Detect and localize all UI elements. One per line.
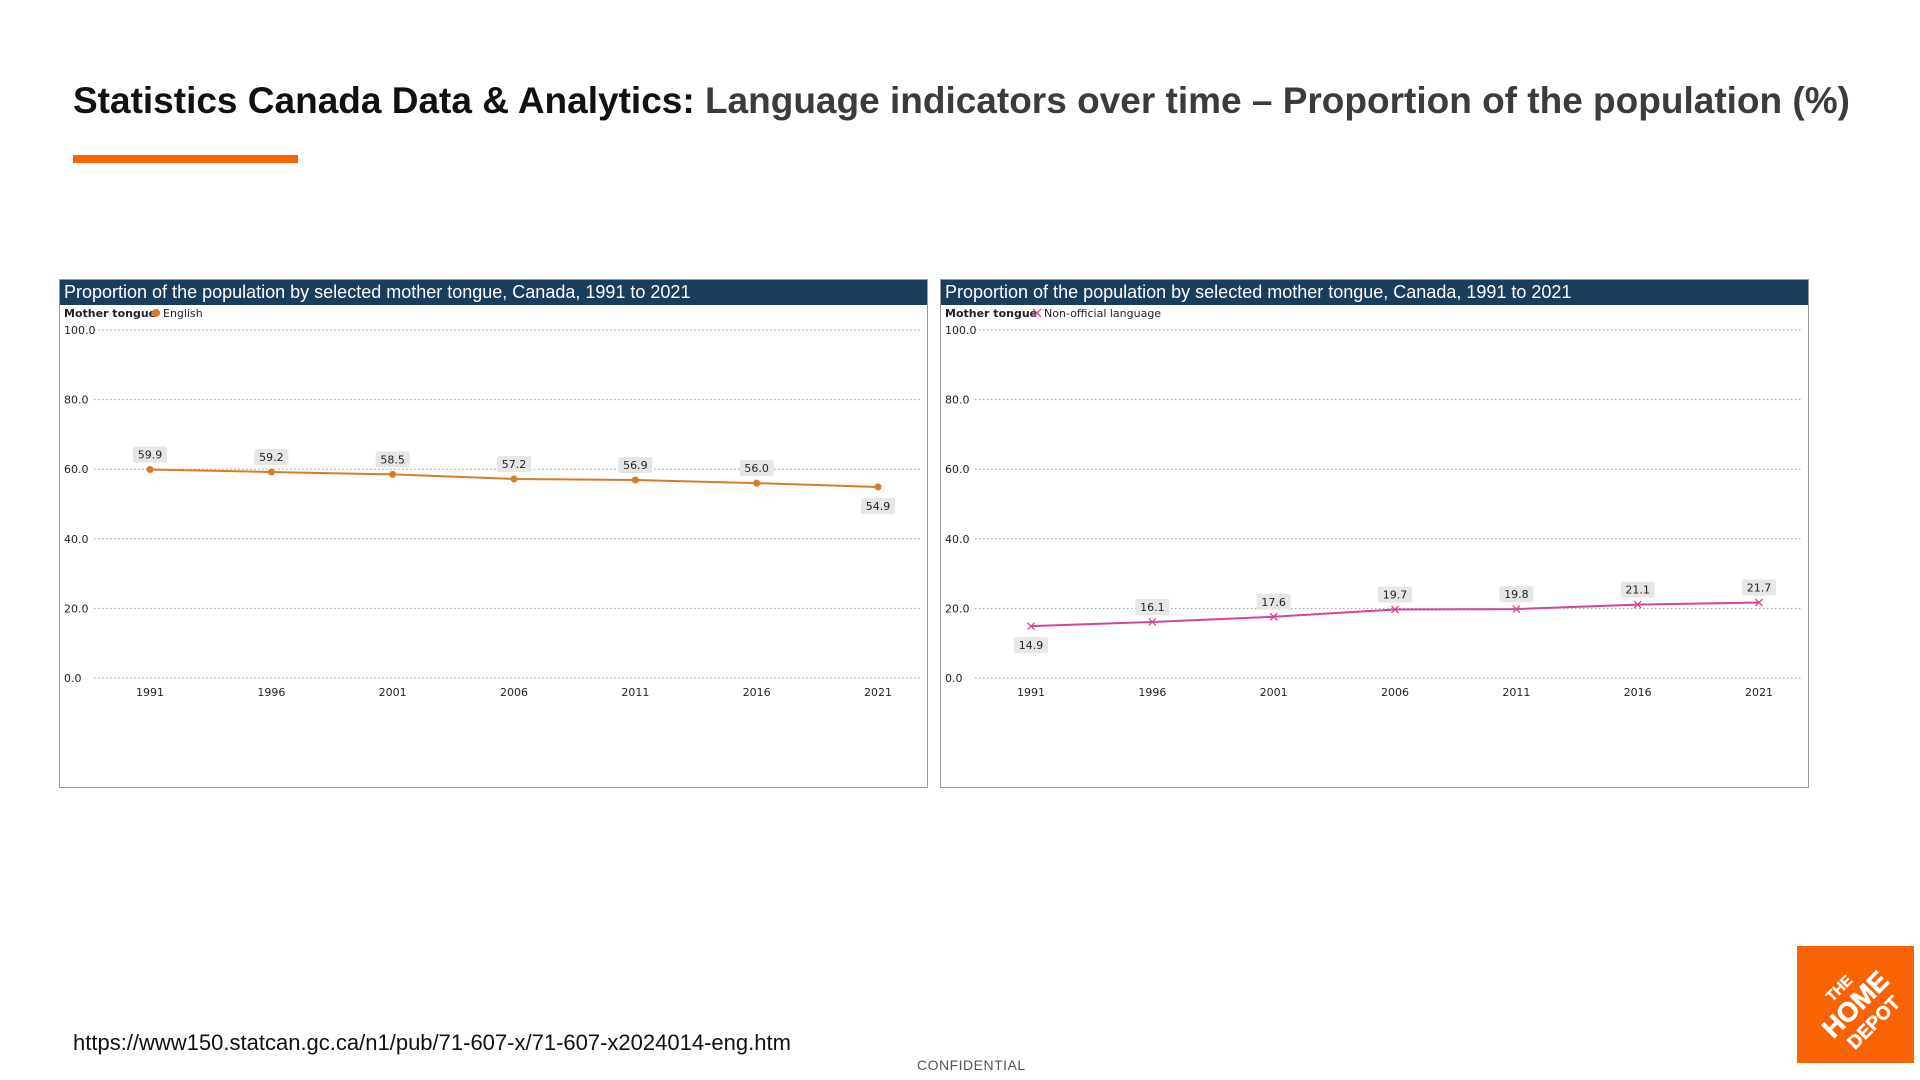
- x-tick-label: 1991: [136, 686, 164, 699]
- data-label: 56.0: [744, 462, 769, 475]
- data-label: 59.9: [138, 449, 163, 462]
- y-tick-label: 0.0: [945, 672, 963, 685]
- data-label-bg: [1135, 598, 1170, 615]
- legend-marker: [152, 309, 160, 317]
- data-label-bg: [497, 455, 531, 472]
- slide-title-rest: Language indicators over time – Proporti…: [704, 80, 1850, 121]
- title-accent-bar: [73, 155, 298, 163]
- chart-panel-english: Proportion of the population by selected…: [59, 279, 928, 788]
- logo-background: [1797, 946, 1914, 1063]
- data-label: 59.2: [259, 451, 284, 464]
- data-point-marker: [267, 468, 275, 476]
- data-point-marker: [1391, 605, 1399, 614]
- data-point-marker: [874, 483, 882, 491]
- data-label-bg: [133, 446, 167, 463]
- data-label-bg: [254, 448, 289, 465]
- data-label: 21.1: [1625, 584, 1650, 597]
- y-tick-label: 40.0: [64, 533, 89, 546]
- data-label-bg: [1499, 586, 1534, 603]
- data-label: 54.9: [866, 500, 891, 513]
- y-tick-label: 80.0: [64, 394, 89, 407]
- x-tick-label: 2021: [1745, 686, 1773, 699]
- slide-title-strong: Statistics Canada Data & Analytics:: [73, 80, 695, 121]
- chart-svg-non-official: Mother tongue Non-official language 0.0 20.…: [945, 307, 1803, 699]
- data-label-bg: [618, 456, 653, 473]
- confidential-label: CONFIDENTIAL: [917, 1057, 1026, 1073]
- home-depot-logo-icon: THE HOME DEPOT: [1797, 946, 1914, 1063]
- x-tick-label: 1991: [1017, 686, 1045, 699]
- legend-title: Mother tongue: [945, 307, 1037, 320]
- data-point-marker: [510, 475, 518, 483]
- legend-label: English: [163, 307, 203, 320]
- data-label: 57.2: [502, 458, 527, 471]
- chart-header-non-official: Proportion of the population by selected…: [941, 280, 1808, 305]
- chart-header-english: Proportion of the population by selected…: [60, 280, 927, 305]
- x-tick-label: 2006: [1381, 686, 1409, 699]
- x-tick-label: 1996: [257, 686, 285, 699]
- data-label-bg: [375, 451, 410, 468]
- data-label-bg: [1620, 581, 1655, 598]
- data-point-marker: [1755, 598, 1763, 607]
- data-label-bg: [1742, 579, 1776, 596]
- x-tick-label: 2016: [743, 686, 771, 699]
- x-tick-label: 2006: [500, 686, 528, 699]
- data-label: 14.9: [1019, 639, 1044, 652]
- data-label: 17.6: [1261, 596, 1286, 609]
- data-point-marker: [146, 466, 154, 474]
- x-tick-label: 2016: [1624, 686, 1652, 699]
- legend-label: Non-official language: [1044, 307, 1161, 320]
- data-point-marker: [631, 476, 639, 484]
- y-tick-label: 40.0: [945, 533, 970, 546]
- data-label-bg: [1378, 586, 1412, 603]
- data-point-marker: [389, 470, 397, 478]
- data-label: 19.8: [1504, 588, 1529, 601]
- x-tick-label: 1996: [1138, 686, 1166, 699]
- y-tick-label: 60.0: [945, 463, 970, 476]
- y-tick-label: 100.0: [945, 324, 977, 337]
- x-tick-label: 2001: [1260, 686, 1288, 699]
- data-label-bg: [861, 497, 895, 514]
- data-label-bg: [1256, 593, 1291, 610]
- y-tick-label: 20.0: [64, 602, 89, 615]
- data-label-bg: [739, 460, 774, 477]
- data-point-marker: [1027, 622, 1035, 631]
- y-tick-label: 0.0: [64, 672, 82, 685]
- data-point-marker: [1633, 600, 1642, 609]
- x-tick-label: 2001: [379, 686, 407, 699]
- data-label: 19.7: [1383, 588, 1408, 601]
- y-tick-label: 80.0: [945, 394, 970, 407]
- data-label: 21.7: [1747, 581, 1772, 594]
- data-label-bg: [1014, 637, 1048, 654]
- data-point-marker: [753, 479, 761, 487]
- data-label: 16.1: [1140, 601, 1165, 614]
- y-tick-label: 60.0: [64, 463, 89, 476]
- slide-title: Statistics Canada Data & Analytics: Lang…: [73, 74, 1850, 128]
- x-tick-label: 2011: [1502, 686, 1530, 699]
- legend-title: Mother tongue: [64, 307, 156, 320]
- legend-marker: [1032, 308, 1042, 318]
- data-point-marker: [1148, 618, 1157, 626]
- y-tick-label: 20.0: [945, 602, 970, 615]
- y-tick-label: 100.0: [64, 324, 96, 337]
- chart-panel-non-official: Proportion of the population by selected…: [940, 279, 1809, 788]
- data-point-marker: [1269, 612, 1278, 621]
- data-point-marker: [1512, 605, 1521, 614]
- chart-svg-english: Mother tongue English 0.0 20.0 40.0 60.0 80.0 1…: [64, 307, 922, 699]
- source-url-link[interactable]: https://www150.statcan.gc.ca/n1/pub/71-6…: [73, 1030, 791, 1055]
- x-tick-label: 2011: [621, 686, 649, 699]
- data-label: 58.5: [380, 453, 405, 466]
- x-tick-label: 2021: [864, 686, 892, 699]
- data-label: 56.9: [623, 459, 648, 472]
